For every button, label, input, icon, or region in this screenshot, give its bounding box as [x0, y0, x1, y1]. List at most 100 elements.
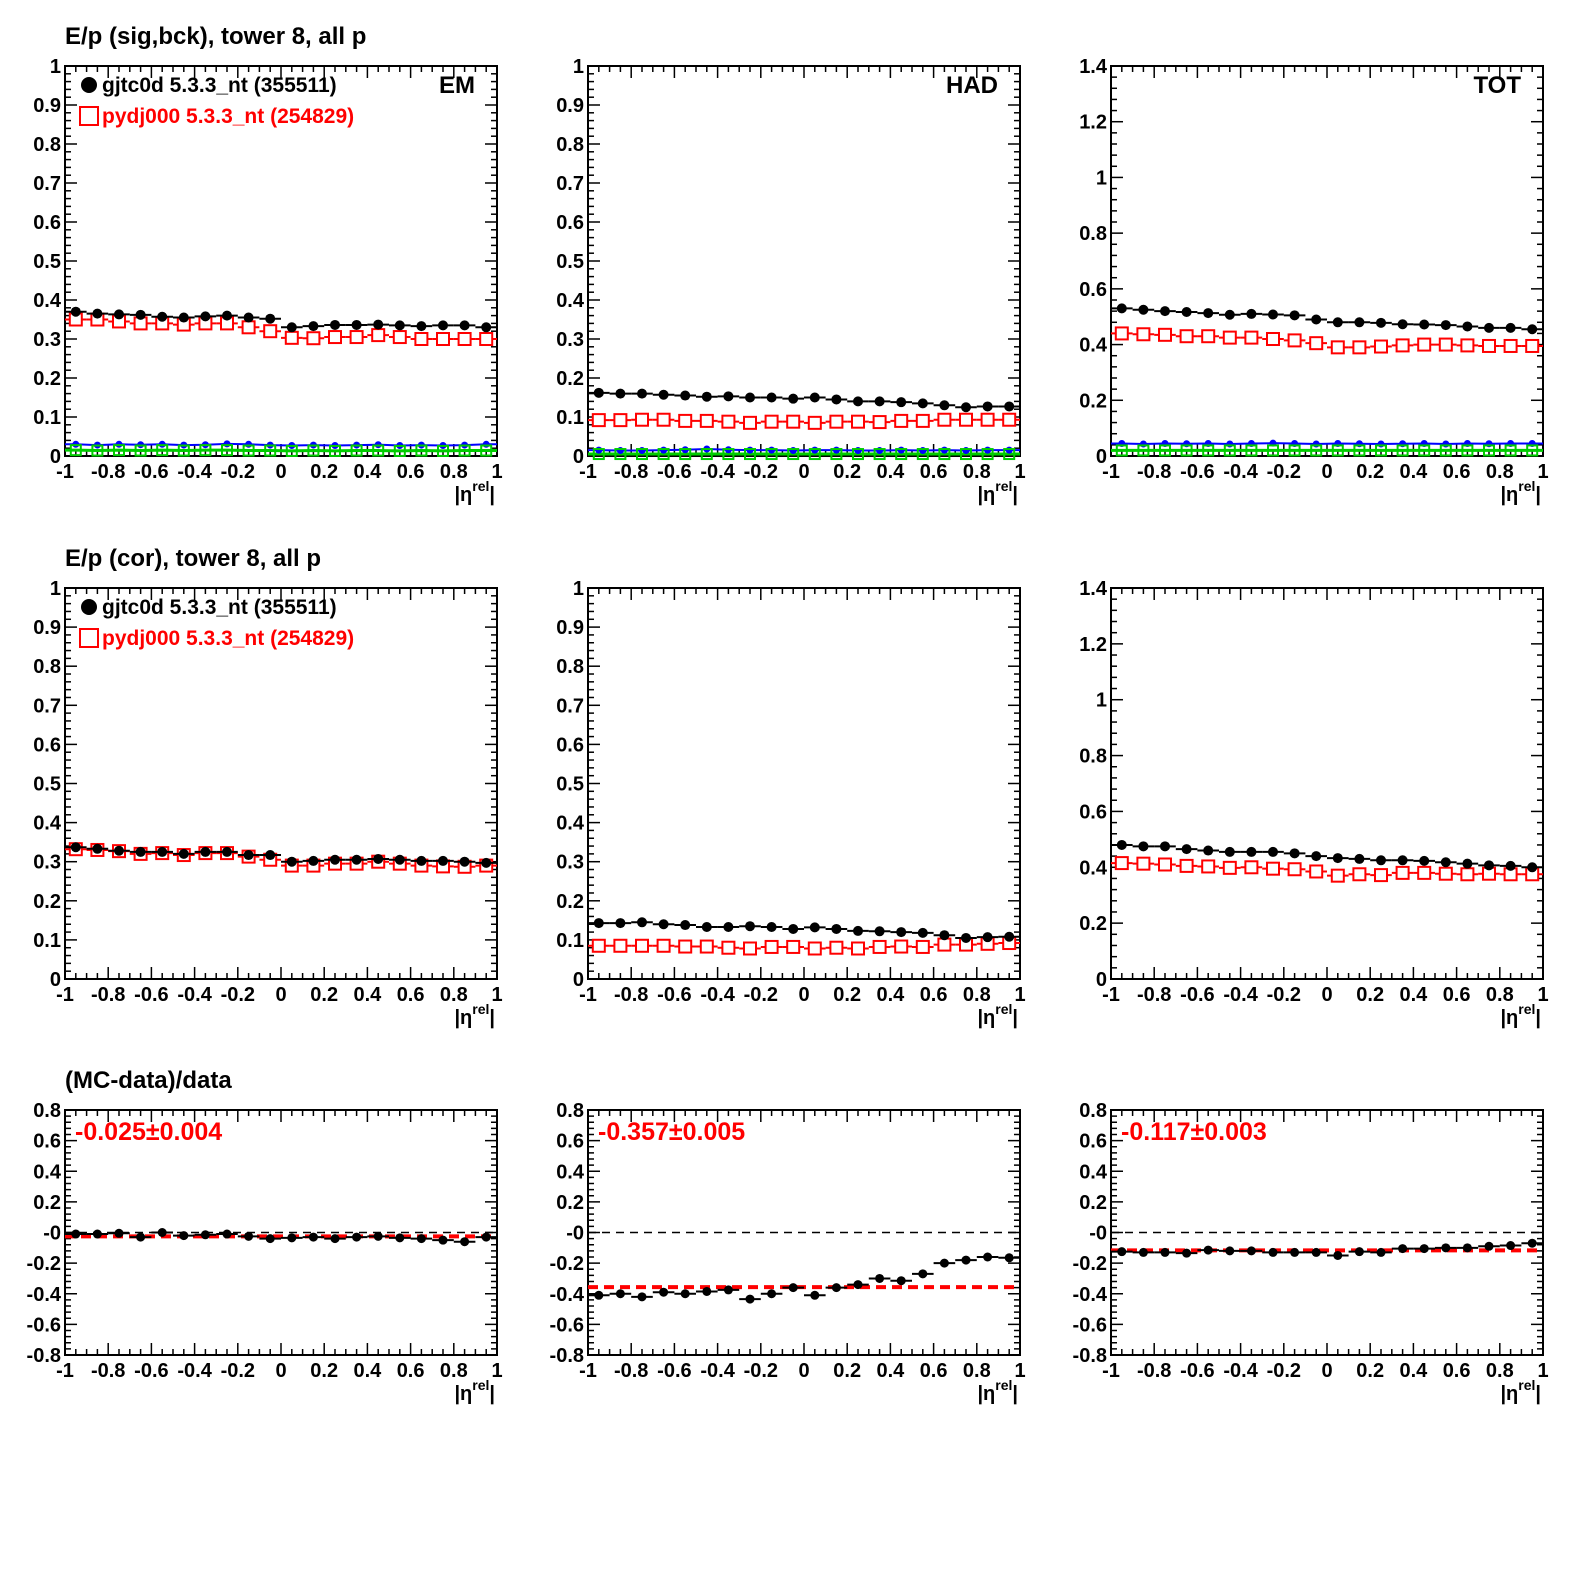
x-tick-label: -0.8 [1137, 984, 1171, 1006]
x-tick-label: -0.8 [614, 461, 648, 483]
data-point [853, 925, 863, 936]
x-tick-label: -0.6 [1180, 1360, 1214, 1382]
data-point [874, 926, 885, 937]
mc-point [263, 324, 278, 339]
mc-point [1503, 338, 1518, 353]
x-tick-label: -0.2 [1267, 461, 1301, 483]
data-point [308, 321, 319, 332]
bck-mc-point [134, 444, 147, 457]
y-tick-label: 0.6 [556, 1131, 584, 1153]
mc-point [457, 332, 472, 346]
data-point [637, 388, 647, 399]
mc-point [613, 938, 628, 953]
data-point [1116, 839, 1127, 850]
bck-data-point [811, 446, 819, 454]
y-tick-label: 0.5 [33, 251, 61, 273]
x-tick-label: 0.8 [1486, 1360, 1514, 1382]
data-point [1419, 319, 1430, 330]
mc-point [1244, 860, 1259, 875]
y-tick-label: 0.6 [556, 734, 584, 756]
bck-mc-point [1288, 444, 1301, 457]
mc-point [1482, 338, 1496, 353]
x-tick-label: 0.2 [833, 984, 861, 1006]
mc-point [699, 413, 714, 428]
y-tick-label: 0.8 [556, 656, 584, 678]
data-point [1224, 309, 1235, 320]
data-point [1203, 845, 1214, 856]
x-tick-label: -1 [579, 461, 597, 483]
data-point [394, 854, 405, 865]
y-tick-label: 0.6 [33, 212, 61, 234]
mc-point [1287, 333, 1302, 348]
y-tick-label: 0.5 [556, 774, 584, 796]
mc-point [937, 412, 952, 427]
ratio-point [615, 1289, 625, 1299]
bck-mc-point [1159, 444, 1171, 457]
ratio-point [1333, 1250, 1343, 1260]
panel-sig-bck-HAD: -1 -0.8 -0.6 -0.4 -0.2 0 0.2 0.4 0.6 0.8 1|ηrel|00… [556, 56, 1025, 506]
x-tick-label: -1 [56, 1360, 74, 1382]
data-point [157, 846, 168, 857]
bck-mc-point [264, 444, 277, 457]
data-point [637, 917, 647, 928]
panel-cor-HAD: -1 -0.8 -0.6 -0.4 -0.2 0 0.2 0.4 0.6 0.8 1|ηrel|00… [556, 578, 1025, 1029]
data-point [1505, 860, 1516, 871]
y-tick-label: 0.4 [33, 290, 62, 312]
y-tick-label: 0.6 [1079, 279, 1107, 301]
panel-cor-TOT: -1 -0.8 -0.6 -0.4 -0.2 0 0.2 0.4 0.6 0.8 1|ηrel|00… [1079, 578, 1548, 1029]
x-tick-label: 1 [1537, 1360, 1548, 1382]
data-point [896, 397, 907, 408]
mc-point [1136, 327, 1151, 342]
y-tick-label: -0.2 [550, 1253, 584, 1275]
data-point [481, 322, 492, 333]
bck-mc-point [1180, 444, 1193, 457]
data-point [1484, 322, 1494, 333]
y-tick-label: 0.8 [33, 134, 61, 156]
data-point [809, 922, 820, 933]
data-point [961, 932, 971, 943]
data-point [135, 846, 146, 857]
y-tick-label: 0.4 [556, 813, 585, 835]
data-point [114, 309, 124, 320]
mc-point [678, 413, 693, 428]
mc-point [1460, 867, 1475, 882]
mc-point [349, 330, 364, 345]
bck-data-line [1111, 442, 1543, 446]
x-axis-title: |ηrel| [454, 1001, 495, 1029]
y-tick-label: 0.3 [556, 329, 584, 351]
x-tick-label: 0.2 [310, 461, 338, 483]
data-point [308, 855, 319, 866]
bck-data-point [984, 446, 992, 454]
y-tick-label: 0.1 [33, 407, 61, 429]
data-point [200, 311, 211, 322]
ratio-point [352, 1232, 362, 1242]
data-point [961, 402, 971, 413]
x-tick-label: -0.2 [221, 1360, 255, 1382]
bck-data-line [65, 442, 497, 447]
x-tick-label: -0.8 [91, 1360, 125, 1382]
x-tick-label: 0 [275, 984, 286, 1006]
data-point [243, 312, 254, 323]
data-point [1224, 846, 1235, 857]
x-tick-label: 0.2 [833, 461, 861, 483]
fit-label: -0.357±0.005 [598, 1118, 745, 1146]
x-tick-label: -0.4 [700, 984, 735, 1006]
x-tick-label: -0.2 [744, 461, 778, 483]
data-point [1138, 304, 1149, 315]
ratio-point [1419, 1244, 1429, 1254]
x-tick-label: 0.8 [963, 461, 991, 483]
ratio-point [1441, 1243, 1451, 1253]
x-tick-label: -1 [56, 461, 74, 483]
data-point [917, 398, 928, 409]
x-tick-label: -1 [1102, 984, 1120, 1006]
mc-point [786, 939, 801, 954]
data-point [1289, 848, 1300, 859]
bck-mc-point [480, 444, 493, 457]
bck-mc-point [156, 444, 169, 457]
row-title-cor: E/p (cor), tower 8, all p [65, 545, 321, 572]
mc-point [915, 939, 930, 954]
y-tick-label: 0.3 [556, 852, 584, 874]
ratio-point [723, 1285, 733, 1295]
mc-point [764, 939, 779, 954]
